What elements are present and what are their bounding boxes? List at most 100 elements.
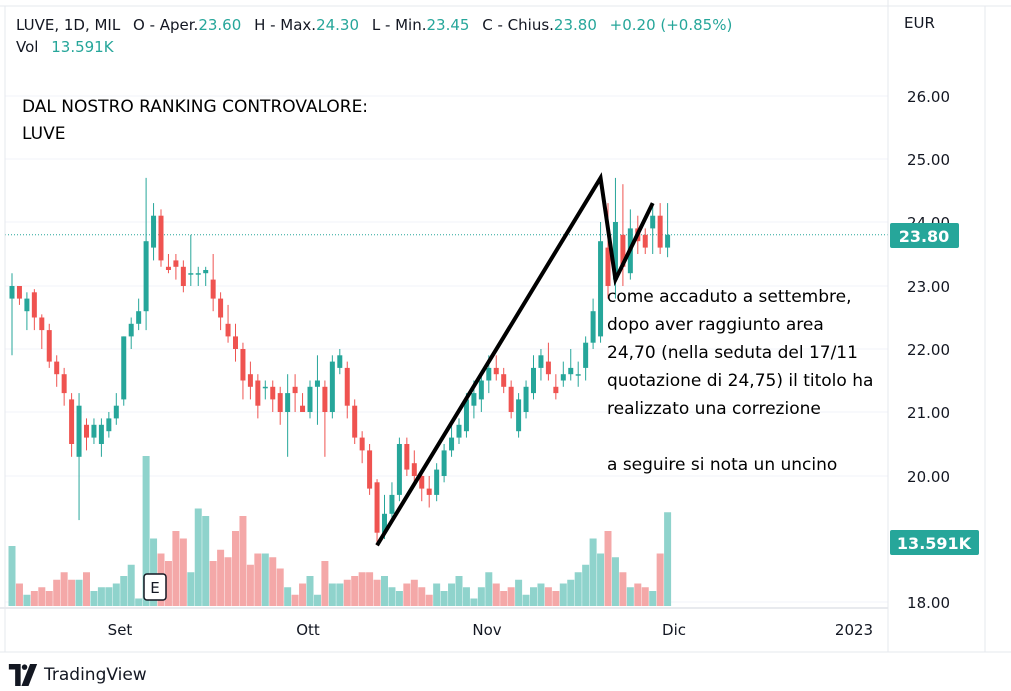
legend-low-value: 23.45 <box>426 16 470 34</box>
candle <box>61 367 67 406</box>
candle-body <box>195 273 201 275</box>
candle <box>225 304 231 343</box>
volume-bar <box>97 587 105 606</box>
volume-bar <box>321 561 329 606</box>
candle-body <box>419 476 425 489</box>
volume-bar <box>187 572 195 606</box>
candle-body <box>31 292 37 318</box>
candle-body <box>300 405 306 412</box>
candle-body <box>404 444 410 470</box>
candle <box>374 479 380 546</box>
volume-bar <box>194 508 202 606</box>
candle-body <box>449 437 455 451</box>
candle-body <box>322 386 328 412</box>
legend-symbol[interactable]: LUVE, 1D, MIL <box>16 16 121 34</box>
candle <box>352 399 358 444</box>
candle-body <box>590 311 596 343</box>
candle-body <box>106 418 112 432</box>
volume-bar <box>23 594 31 606</box>
volume-bar <box>30 591 38 606</box>
candle <box>404 437 410 476</box>
candle <box>329 355 335 419</box>
candle <box>203 266 209 286</box>
volume-bar <box>649 591 657 606</box>
volume-bar <box>179 538 187 606</box>
candle-body <box>188 273 194 275</box>
volume-bar <box>462 587 470 606</box>
candle-body <box>367 450 373 489</box>
candle-body <box>620 234 626 267</box>
candle <box>449 424 455 457</box>
candle-body <box>128 323 134 337</box>
candle-body <box>262 386 268 389</box>
volume-bar <box>254 553 262 606</box>
candle <box>456 418 462 444</box>
candle-body <box>210 279 216 299</box>
candle <box>493 355 499 381</box>
candle-body <box>486 367 492 381</box>
earnings-marker[interactable]: E <box>143 573 167 601</box>
candle <box>508 380 514 419</box>
volume-bar <box>559 583 567 606</box>
time-tick-label: Dic <box>662 621 686 639</box>
candle <box>389 482 395 521</box>
price-tick-label: 26.00 <box>907 88 950 106</box>
candle <box>642 228 648 254</box>
volume-bar <box>328 583 336 606</box>
candle-body <box>151 215 157 248</box>
annotation-comment[interactable]: come accaduto a settembre, dopo aver rag… <box>607 283 877 479</box>
candle <box>434 463 440 502</box>
candle <box>411 450 417 483</box>
candle <box>180 260 186 293</box>
candle <box>218 292 224 331</box>
candle <box>583 336 589 381</box>
candle-body <box>113 405 119 419</box>
candle-body <box>46 330 52 362</box>
volume-bar <box>582 564 590 606</box>
candle-body <box>523 386 529 412</box>
legend-ohlc-row: LUVE, 1D, MIL O - Aper.23.60 H - Max.24.… <box>16 16 732 34</box>
candle <box>478 374 484 412</box>
candle-body <box>382 513 387 533</box>
volume-bar <box>284 587 292 606</box>
legend-vol-label: Vol <box>16 38 39 56</box>
candle <box>441 444 447 483</box>
volume-bar <box>634 583 642 606</box>
currency-label[interactable]: EUR <box>904 14 935 32</box>
legend-close-label: C - Chius. <box>482 16 554 34</box>
candle <box>113 393 119 425</box>
candle-body <box>61 374 67 394</box>
volume-bar <box>135 598 143 606</box>
volume-bar <box>410 579 418 606</box>
volume-bar <box>522 594 530 606</box>
legend-change-value: +0.20 (+0.85%) <box>609 16 733 34</box>
price-tick-label: 21.00 <box>907 404 950 422</box>
tradingview-logo[interactable]: TradingView <box>8 664 147 686</box>
volume-bar <box>343 579 351 606</box>
candle <box>165 254 171 274</box>
candle <box>173 254 179 280</box>
volume-bar <box>83 572 90 606</box>
volume-bar <box>15 583 23 606</box>
volume-bar <box>246 564 254 606</box>
legend-open-label: O - Aper. <box>133 16 199 34</box>
candle-body <box>553 386 559 394</box>
volume-bar <box>597 553 605 606</box>
annotation-title[interactable]: DAL NOSTRO RANKING CONTROVALORE: LUVE <box>22 97 369 144</box>
candle-body <box>69 399 75 444</box>
volume-bar <box>60 572 68 606</box>
candle <box>233 323 238 362</box>
volume-bar <box>611 557 619 606</box>
volume-bar <box>515 579 523 606</box>
candle <box>531 355 536 400</box>
candle-body <box>434 469 440 495</box>
candle <box>151 203 157 261</box>
candle-body <box>76 405 82 457</box>
drawing-lines[interactable] <box>375 172 655 547</box>
time-axis[interactable]: Set Ott Nov Dic 2023 <box>108 621 873 639</box>
volume-bar <box>142 456 150 606</box>
volume-bar <box>366 572 374 606</box>
candle <box>277 386 283 425</box>
